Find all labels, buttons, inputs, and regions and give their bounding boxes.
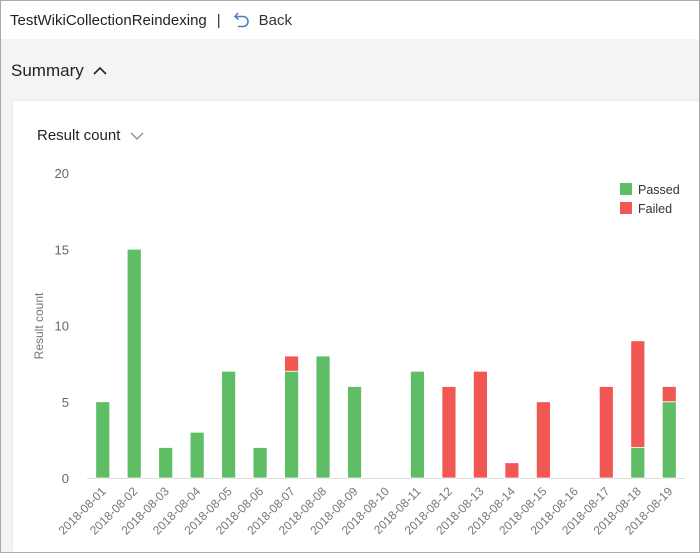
bar-passed xyxy=(126,248,142,479)
page-title: TestWikiCollectionReindexing xyxy=(10,11,207,29)
chevron-down-icon xyxy=(130,132,144,140)
y-tick-label: 5 xyxy=(62,395,69,410)
undo-arrow-icon xyxy=(233,12,249,28)
bar-failed xyxy=(473,370,488,479)
bar-failed xyxy=(535,401,551,479)
bar-passed xyxy=(189,431,205,479)
bar-passed xyxy=(315,355,331,479)
bar-passed xyxy=(630,447,646,479)
bar-passed xyxy=(347,386,362,479)
bar-passed xyxy=(661,401,677,479)
y-tick-label: 10 xyxy=(55,319,69,334)
bar-failed xyxy=(504,462,520,479)
bar-passed xyxy=(252,447,268,479)
bar-failed xyxy=(284,355,299,372)
summary-toggle[interactable]: Summary xyxy=(11,61,108,81)
bar-failed xyxy=(630,340,646,448)
title-separator: | xyxy=(216,11,221,29)
bar-passed xyxy=(95,401,111,479)
bar-passed xyxy=(284,370,299,479)
bar-passed xyxy=(221,370,237,479)
bar-failed xyxy=(661,386,677,403)
summary-card: Result count 0 5 10 15 20 Result count 2018-08… xyxy=(13,101,699,552)
bar-failed xyxy=(598,386,614,479)
y-axis-label: Result count xyxy=(32,292,46,359)
metric-picker-label: Result count xyxy=(37,127,121,144)
top-bar: TestWikiCollectionReindexing | Back xyxy=(1,1,699,39)
summary-label: Summary xyxy=(11,61,84,80)
legend-label-failed: Failed xyxy=(638,202,672,216)
y-tick-label: 0 xyxy=(62,471,69,486)
y-tick-label: 20 xyxy=(55,166,69,181)
legend-swatch-failed xyxy=(620,202,632,214)
legend-swatch-passed xyxy=(620,183,632,195)
back-button[interactable]: Back xyxy=(233,11,292,29)
bar-failed xyxy=(441,386,457,479)
bar-passed xyxy=(158,447,174,479)
legend-label-passed: Passed xyxy=(638,183,680,197)
chevron-up-icon xyxy=(93,66,107,75)
y-tick-label: 15 xyxy=(55,242,69,257)
bar-passed xyxy=(410,370,425,479)
back-label: Back xyxy=(258,11,293,29)
metric-picker[interactable]: Result count xyxy=(37,127,144,144)
